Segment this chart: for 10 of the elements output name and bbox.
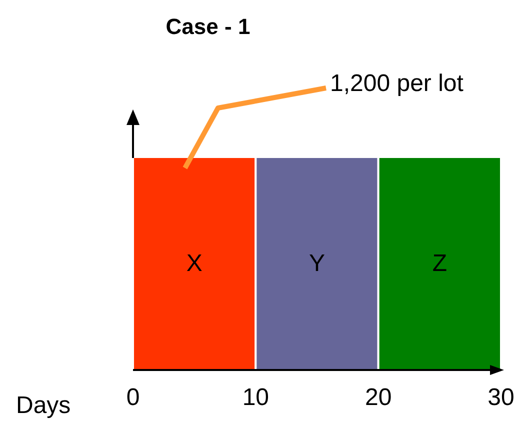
series-label: X bbox=[186, 250, 202, 277]
x-tick-label: 20 bbox=[364, 384, 392, 412]
text: 1,200 per lot bbox=[330, 70, 464, 98]
x-tick-label: 30 bbox=[488, 384, 514, 412]
series-label: Y bbox=[308, 250, 326, 277]
x-tick-label: 10 bbox=[242, 384, 270, 412]
series-label: Z bbox=[432, 250, 448, 277]
x-axis-title: Days bbox=[16, 392, 71, 420]
chart-title: Case - 1 bbox=[164, 14, 252, 40]
x-tick-label: 0 bbox=[126, 384, 140, 412]
